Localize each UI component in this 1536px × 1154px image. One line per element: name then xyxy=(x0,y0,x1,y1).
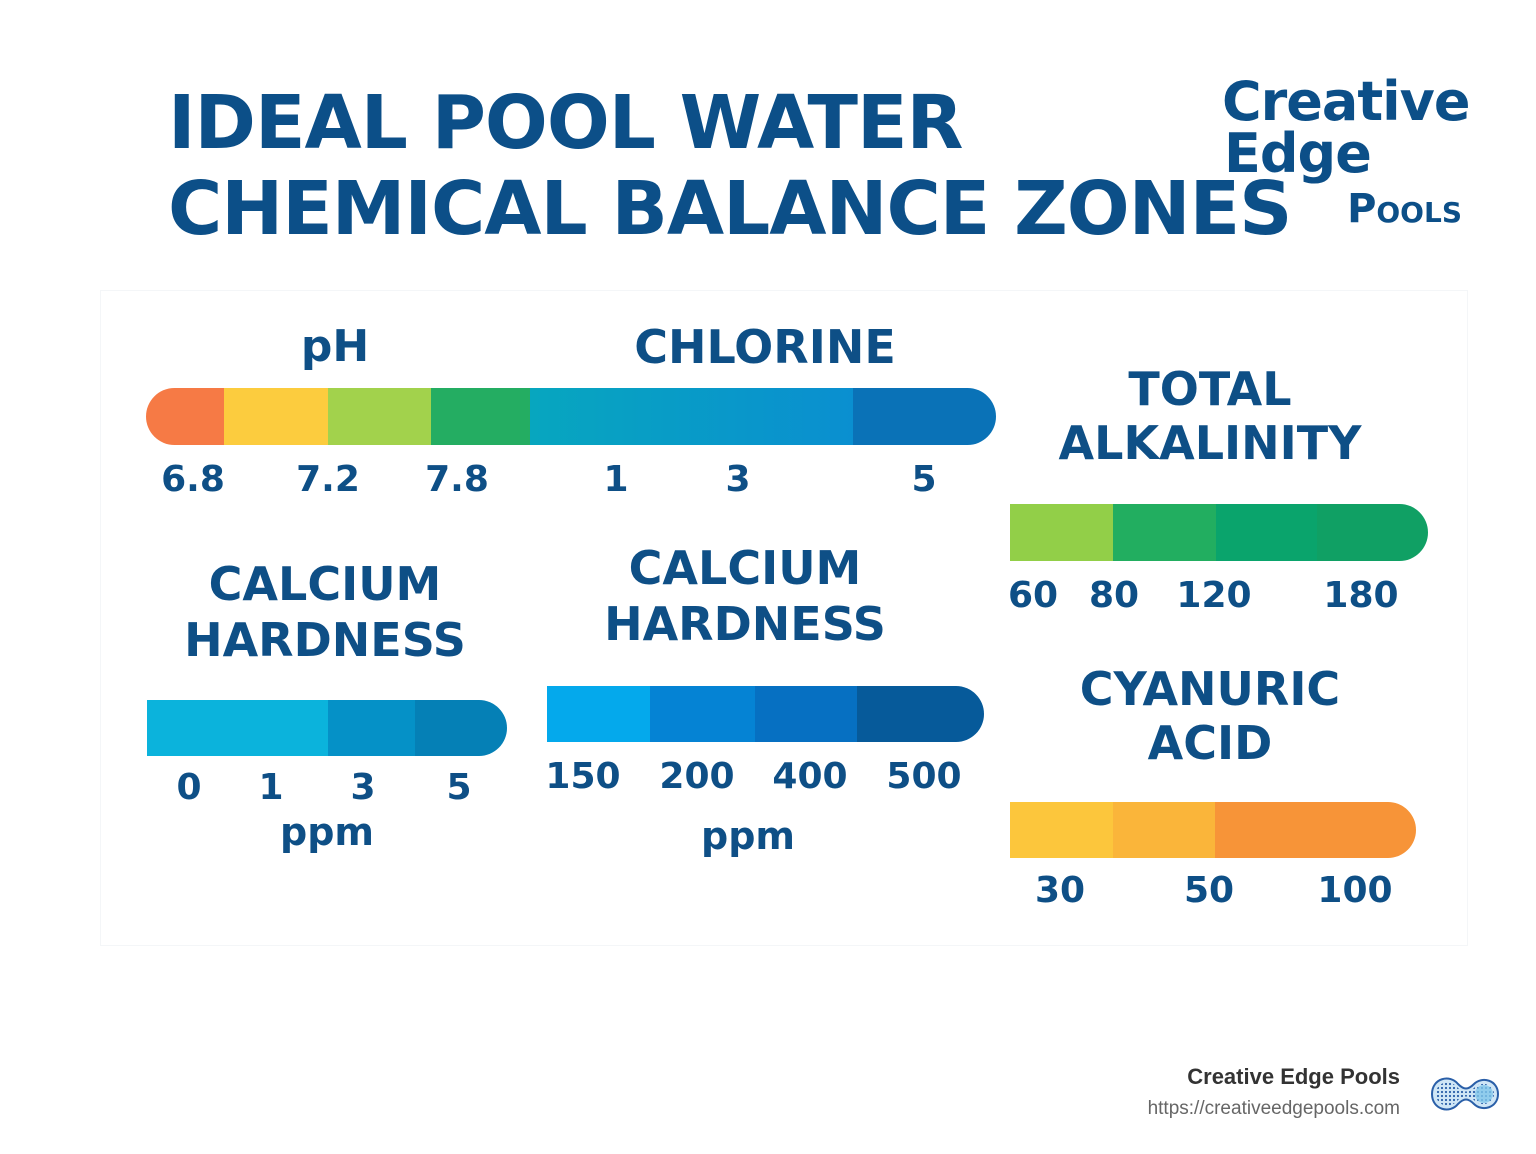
calcium-left-tick: 0 xyxy=(176,767,202,808)
alkalinity-tick: 180 xyxy=(1323,575,1399,616)
logo-line-creative: Creative xyxy=(1222,70,1470,133)
calcium-right-tick: 400 xyxy=(772,756,848,797)
title-line-2: CHEMICAL BALANCE ZONES xyxy=(168,166,1292,252)
calcium-hardness-right-bar xyxy=(547,686,984,742)
alkalinity-zone-low xyxy=(1010,504,1113,561)
footer-url-link[interactable]: https://creativeedgepools.com xyxy=(1147,1098,1400,1119)
calcium-left-tick: 5 xyxy=(446,767,472,808)
alkalinity-zone-high xyxy=(1317,504,1428,561)
cyanuric-acid-bar xyxy=(1010,802,1416,858)
cyanuric-tick: 30 xyxy=(1034,870,1086,911)
ph-zone-slightly-low xyxy=(224,388,328,445)
calcium-left-zone-ideal xyxy=(328,700,415,756)
total-alkalinity-bar xyxy=(1010,504,1428,561)
alkalinity-zone-ideal-low xyxy=(1113,504,1216,561)
alkalinity-tick: 60 xyxy=(1007,575,1059,616)
total-alkalinity-label-line-1: TOTAL xyxy=(1128,362,1292,416)
calcium-right-tick: 200 xyxy=(659,756,735,797)
chlorine-tick: 3 xyxy=(725,459,751,500)
ph-zone-ideal xyxy=(328,388,431,445)
ph-tick: 6.8 xyxy=(161,459,225,500)
calcium-hardness-left-label-line-1: CALCIUM xyxy=(208,557,442,611)
logo-line-edge: Edge xyxy=(1224,122,1372,185)
chlorine-label: CHLORINE xyxy=(634,320,896,374)
cyanuric-zone-low xyxy=(1010,802,1113,858)
calcium-hardness-right-label: CALCIUM HARDNESS xyxy=(590,540,900,652)
chart-panel xyxy=(100,290,1468,946)
calcium-left-tick: 3 xyxy=(350,767,376,808)
alkalinity-tick: 120 xyxy=(1176,575,1252,616)
ph-tick: 7.8 xyxy=(425,459,489,500)
logo-line-pools: Pools xyxy=(1347,186,1462,232)
calcium-left-zone-high xyxy=(415,700,507,756)
cyanuric-acid-label-line-2: ACID xyxy=(1147,716,1273,770)
calcium-hardness-right-label-line-1: CALCIUM xyxy=(628,541,862,595)
calcium-hardness-left-label: CALCIUM HARDNESS xyxy=(170,556,480,668)
calcium-right-tick: 150 xyxy=(545,756,621,797)
calcium-left-unit: ppm xyxy=(280,810,374,854)
total-alkalinity-label: TOTAL ALKALINITY xyxy=(1040,362,1380,470)
page-title: IDEAL POOL WATER CHEMICAL BALANCE ZONES xyxy=(168,80,1292,252)
calcium-hardness-left-bar xyxy=(147,700,507,756)
calcium-right-tick: 500 xyxy=(886,756,962,797)
total-alkalinity-label-line-2: ALKALINITY xyxy=(1058,416,1362,470)
cyanuric-zone-high xyxy=(1215,802,1416,858)
ph-chlorine-bar xyxy=(146,388,996,445)
cyanuric-zone-ideal xyxy=(1113,802,1215,858)
calcium-hardness-left-label-line-2: HARDNESS xyxy=(184,613,466,667)
ph-tick: 7.2 xyxy=(296,459,360,500)
alkalinity-zone-ideal-high xyxy=(1216,504,1317,561)
calcium-right-zone-high xyxy=(857,686,984,742)
alkalinity-tick: 80 xyxy=(1088,575,1140,616)
title-line-1: IDEAL POOL WATER xyxy=(168,80,964,166)
footer-logo-icon xyxy=(1430,1077,1500,1111)
ph-zone-low xyxy=(146,388,224,445)
calcium-left-tick: 1 xyxy=(258,767,284,808)
cyanuric-tick: 100 xyxy=(1317,870,1393,911)
chlorine-tick: 1 xyxy=(603,459,629,500)
cyanuric-acid-label: CYANURIC ACID xyxy=(1060,662,1360,770)
calcium-left-zone-low xyxy=(147,700,328,756)
cyanuric-tick: 50 xyxy=(1183,870,1235,911)
calcium-right-zone-low xyxy=(547,686,650,742)
calcium-right-zone-ideal-high xyxy=(755,686,857,742)
chlorine-zone-ideal xyxy=(530,388,853,445)
calcium-right-zone-ideal-low xyxy=(650,686,755,742)
ph-label: pH xyxy=(300,321,370,372)
chlorine-zone-high xyxy=(853,388,996,445)
cyanuric-acid-label-line-1: CYANURIC xyxy=(1079,662,1341,716)
calcium-right-unit: ppm xyxy=(701,814,795,858)
brand-logo: Creative Edge Pools xyxy=(1222,72,1472,242)
footer-brand-name: Creative Edge Pools xyxy=(1187,1064,1400,1089)
chlorine-tick: 5 xyxy=(911,459,937,500)
ph-zone-high xyxy=(431,388,530,445)
calcium-hardness-right-label-line-2: HARDNESS xyxy=(604,597,886,651)
